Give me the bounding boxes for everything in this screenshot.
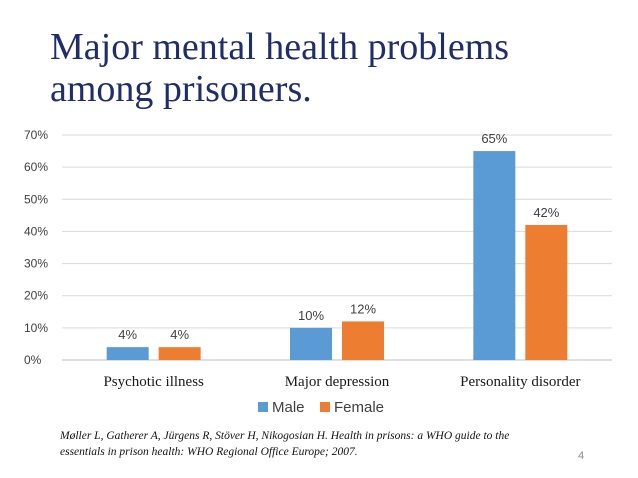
category-label: Psychotic illness <box>103 374 204 390</box>
data-label: 42% <box>533 205 559 220</box>
bar-female-2 <box>525 225 568 360</box>
page-number: 4 <box>578 450 585 462</box>
legend-swatch-male <box>258 402 268 412</box>
category-label: Major depression <box>285 374 390 390</box>
bar-male-1 <box>290 327 332 360</box>
y-tick-label: 20% <box>24 289 48 303</box>
bar-female-0 <box>158 347 201 360</box>
bar-male-2 <box>473 151 516 360</box>
slide-title-line-1: Major mental health problems <box>50 26 510 68</box>
y-tick-label: 40% <box>24 224 48 238</box>
data-label: 4% <box>118 327 137 342</box>
y-tick-label: 50% <box>24 192 48 206</box>
legend-label-female: Female <box>334 399 384 416</box>
data-label: 12% <box>350 301 376 316</box>
data-label: 10% <box>298 308 324 323</box>
bar-female-1 <box>342 321 384 360</box>
bar-chart: 0% 10% 20% 30% 40% 50% 60% 70% 4% 4% Psychotic ill… <box>24 128 612 416</box>
data-label: 4% <box>170 327 189 342</box>
y-tick-label: 0% <box>24 353 42 367</box>
y-tick-label: 60% <box>24 160 48 174</box>
y-tick-label: 30% <box>24 257 48 271</box>
y-tick-label: 70% <box>24 128 48 142</box>
category-label: Personality disorder <box>460 374 580 390</box>
citation: Møller L, Gatherer A, Jürgens R, Stöver … <box>60 428 580 460</box>
slide-title: Major mental health problems among priso… <box>50 26 610 110</box>
legend-swatch-female <box>320 402 330 412</box>
citation-line-1: Møller L, Gatherer A, Jürgens R, Stöver … <box>60 430 510 442</box>
slide-title-line-2: among prisoners. <box>50 68 312 110</box>
y-tick-label: 10% <box>24 321 48 335</box>
data-label: 65% <box>481 131 507 146</box>
bar-male-0 <box>106 347 149 360</box>
citation-line-2: essentials in prison health: WHO Regiona… <box>60 446 358 458</box>
legend-label-male: Male <box>272 399 305 416</box>
